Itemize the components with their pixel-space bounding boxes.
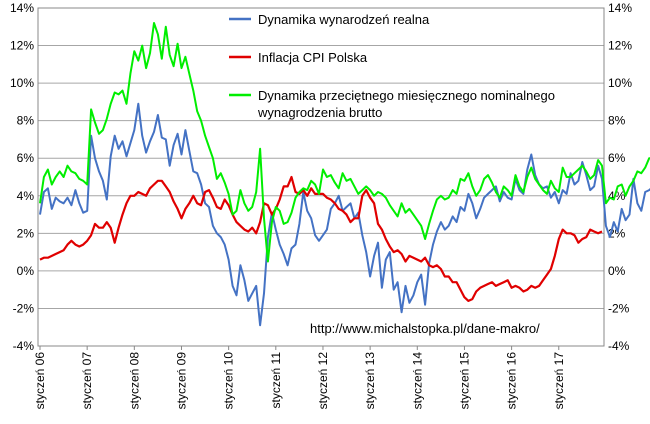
y-tick-label-left: -4% (13, 339, 35, 353)
y-tick-label-right: -2% (608, 301, 630, 315)
source-annotation: http://www.michalstopka.pl/dane-makro/ (310, 321, 540, 336)
legend: Dynamika wynarodzeń realna Inflacja CPI P… (229, 12, 555, 120)
y-tick-label-left: 4% (17, 189, 35, 203)
y-tick-label-left: 0% (17, 264, 35, 278)
x-tick-label: styczeń 06 (33, 352, 47, 410)
y-tick-label-right: -4% (608, 339, 630, 353)
legend-label-2: Inflacja CPI Polska (258, 50, 368, 65)
y-tick-label-left: 12% (10, 39, 34, 53)
legend-label-1: Dynamika wynarodzeń realna (258, 12, 430, 27)
x-tick-label: styczeń 12 (316, 352, 330, 410)
y-tick-label-left: 14% (10, 1, 34, 15)
x-tick-label: styczeń 15 (457, 352, 471, 410)
x-tick-label: styczeń 10 (222, 352, 236, 410)
y-tick-label-right: 10% (608, 76, 632, 90)
series-line-3 (39, 22, 650, 263)
x-tick-label: styczeń 09 (174, 352, 188, 410)
series-lines (39, 22, 650, 327)
y-tick-label-left: 2% (17, 226, 35, 240)
x-tick-label: styczeń 07 (80, 352, 94, 410)
legend-label-3: wynagrodzenia brutto (257, 105, 382, 120)
y-tick-label-left: 10% (10, 76, 34, 90)
y-axis-left: -4% -2% 0% 2% 4% 6% 8% 10% 12% 14% (10, 1, 34, 353)
x-tick-label: styczeń 17 (552, 352, 566, 410)
y-tick-label-right: 6% (608, 151, 626, 165)
y-tick-label-left: -2% (13, 301, 35, 315)
y-tick-label-left: 6% (17, 151, 35, 165)
y-tick-label-right: 0% (608, 264, 626, 278)
y-tick-label-left: 8% (17, 114, 35, 128)
legend-label-3: Dynamika przeciętnego miesięcznego nomin… (258, 88, 555, 103)
x-tick-label: styczeń 14 (410, 352, 424, 410)
x-tick-label: styczeń 08 (127, 352, 141, 410)
series-line-2 (39, 175, 603, 302)
x-axis: styczeń 06 styczeń 07 styczeń 08 styczeń 09… (33, 346, 566, 409)
x-tick-label: styczeń 16 (505, 352, 519, 410)
y-tick-label-right: 12% (608, 39, 632, 53)
y-tick-label-right: 14% (608, 1, 632, 15)
x-tick-label: styczeń 13 (363, 352, 377, 410)
x-tick-label: styczeń 11 (269, 352, 283, 409)
series-line-1 (39, 102, 650, 327)
y-tick-label-right: 8% (608, 114, 626, 128)
